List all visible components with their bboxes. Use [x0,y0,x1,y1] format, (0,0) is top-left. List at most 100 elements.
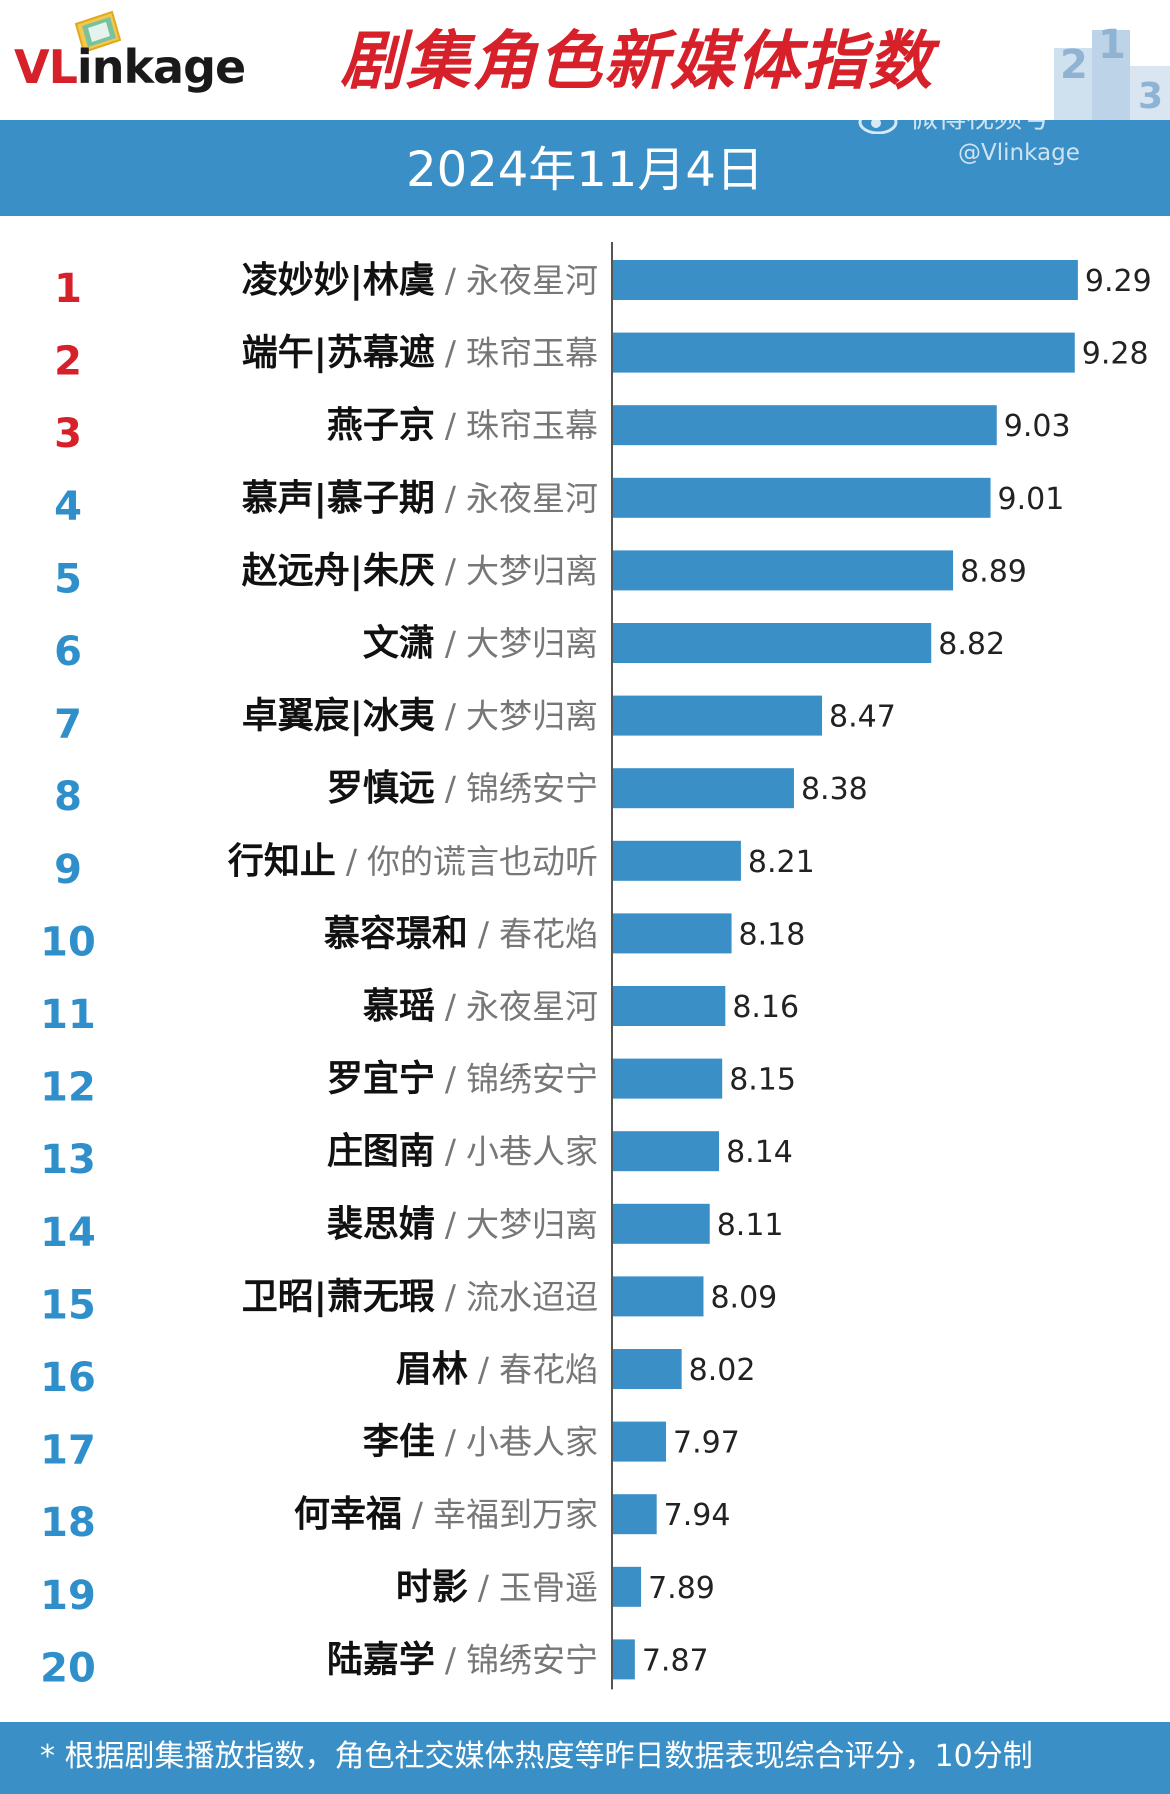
category-label: 眉林 / 春花焰 [396,1349,598,1390]
bar [613,477,991,518]
category-label: 慕瑶 / 永夜星河 [363,986,598,1027]
svg-text:2: 2 [1060,42,1088,88]
drama-separator: / [412,1495,424,1534]
drama-name: 大梦归离 [466,624,598,663]
drama-name: 珠帘玉幕 [466,406,598,445]
rank-number: 19 [40,1573,96,1619]
footnote: * 根据剧集播放指数，角色社交媒体热度等昨日数据表现综合评分，10分制 [40,1739,1033,1774]
drama-name: 珠帘玉幕 [466,334,598,373]
logo-text-red: VL [14,40,78,94]
svg-text:1: 1 [1098,22,1126,68]
bar [613,695,823,736]
drama-separator: / [445,697,457,736]
rank-number: 6 [54,629,82,675]
role-name: 凌妙妙|林虞 [242,260,435,301]
value-label: 9.03 [1004,409,1071,444]
role-name: 时影 [396,1567,468,1608]
drama-separator: / [445,479,457,518]
drama-separator: / [478,1568,490,1607]
bar [613,1276,704,1317]
drama-name: 幸福到万家 [433,1495,598,1534]
role-name: 裴思婧 [327,1204,435,1245]
role-name: 眉林 [396,1349,468,1390]
rank-number: 14 [40,1210,96,1256]
bar [613,1639,635,1680]
bar [613,1203,710,1244]
role-name: 燕子京 [327,404,435,446]
role-name: 慕声|慕子期 [242,478,435,519]
bar [613,1349,682,1389]
category-label: 陆嘉学 / 锦绣安宁 [327,1638,598,1680]
watermark-line1: 微博视频号 [858,104,1080,134]
watermark-handle: @Vlinkage [958,140,1080,166]
bar [613,1058,723,1099]
logo-text-dark: inkage [76,40,246,94]
category-label: 罗宜宁 / 锦绣安宁 [327,1059,598,1100]
category-label: 卫昭|萧无瑕 / 流水迢迢 [242,1276,598,1317]
role-name: 庄图南 [327,1131,435,1172]
category-label: 文潇 / 大梦归离 [363,623,598,664]
drama-separator: / [445,1423,457,1462]
rank-number: 13 [40,1137,96,1183]
rank-number: 8 [54,774,82,820]
drama-separator: / [445,406,457,445]
category-label: 裴思婧 / 大梦归离 [327,1204,598,1245]
drama-separator: / [445,1640,457,1679]
drama-name: 大梦归离 [466,551,598,590]
page-title: 剧集角色新媒体指数 [340,25,934,99]
drama-name: 小巷人家 [466,1132,598,1171]
drama-name: 永夜星河 [466,987,598,1026]
category-label: 慕声|慕子期 / 永夜星河 [242,478,598,519]
drama-separator: / [346,842,358,881]
rank-number: 17 [40,1428,96,1474]
bar [613,260,1078,300]
date-band: 2024年11月4日 [0,120,1170,216]
watermark-text: 微博视频号 [910,101,1051,134]
role-name: 端午|苏幕遮 [242,333,435,374]
drama-separator: / [445,334,457,373]
value-label: 8.15 [729,1063,796,1098]
category-label: 罗慎远 / 锦绣安宁 [327,768,598,809]
category-label: 李佳 / 小巷人家 [363,1422,598,1463]
bar [613,1421,667,1462]
role-name: 文潇 [363,623,435,664]
rank-number: 10 [40,919,96,965]
rank-number: 16 [40,1355,96,1401]
category-label: 慕容璟和 / 春花焰 [324,913,598,954]
rank-number: 1 [54,266,82,312]
rank-number: 18 [40,1500,96,1546]
value-label: 9.01 [998,482,1065,517]
role-name: 行知止 [228,841,336,882]
drama-separator: / [478,914,490,953]
value-label: 8.38 [801,772,868,807]
rank-number: 5 [54,556,82,602]
drama-name: 锦绣安宁 [466,1640,598,1679]
value-label: 7.94 [664,1498,731,1533]
role-name: 慕容璟和 [324,913,468,954]
drama-name: 小巷人家 [466,1423,598,1462]
value-label: 8.47 [829,700,896,735]
bar [613,1494,657,1535]
rank-number: 11 [40,992,96,1038]
category-label: 凌妙妙|林虞 / 永夜星河 [242,260,598,301]
drama-separator: / [445,1205,457,1244]
drama-name: 大梦归离 [466,697,598,736]
drama-separator: / [445,551,457,590]
value-label: 8.16 [732,990,799,1025]
role-name: 卫昭|萧无瑕 [242,1276,435,1317]
rank-number: 9 [54,847,82,893]
value-label: 8.82 [938,627,1005,662]
bar [613,913,732,954]
footer-band: * 根据剧集播放指数，角色社交媒体热度等昨日数据表现综合评分，10分制 [0,1722,1170,1794]
drama-name: 永夜星河 [466,261,598,300]
bar [613,550,954,591]
value-label: 8.18 [739,917,806,952]
drama-separator: / [445,624,457,663]
bar [613,332,1075,373]
bar [613,623,932,663]
role-name: 何幸福 [294,1494,402,1535]
value-label: 8.21 [748,845,815,880]
drama-name: 锦绣安宁 [466,769,598,808]
drama-separator: / [445,1277,457,1316]
